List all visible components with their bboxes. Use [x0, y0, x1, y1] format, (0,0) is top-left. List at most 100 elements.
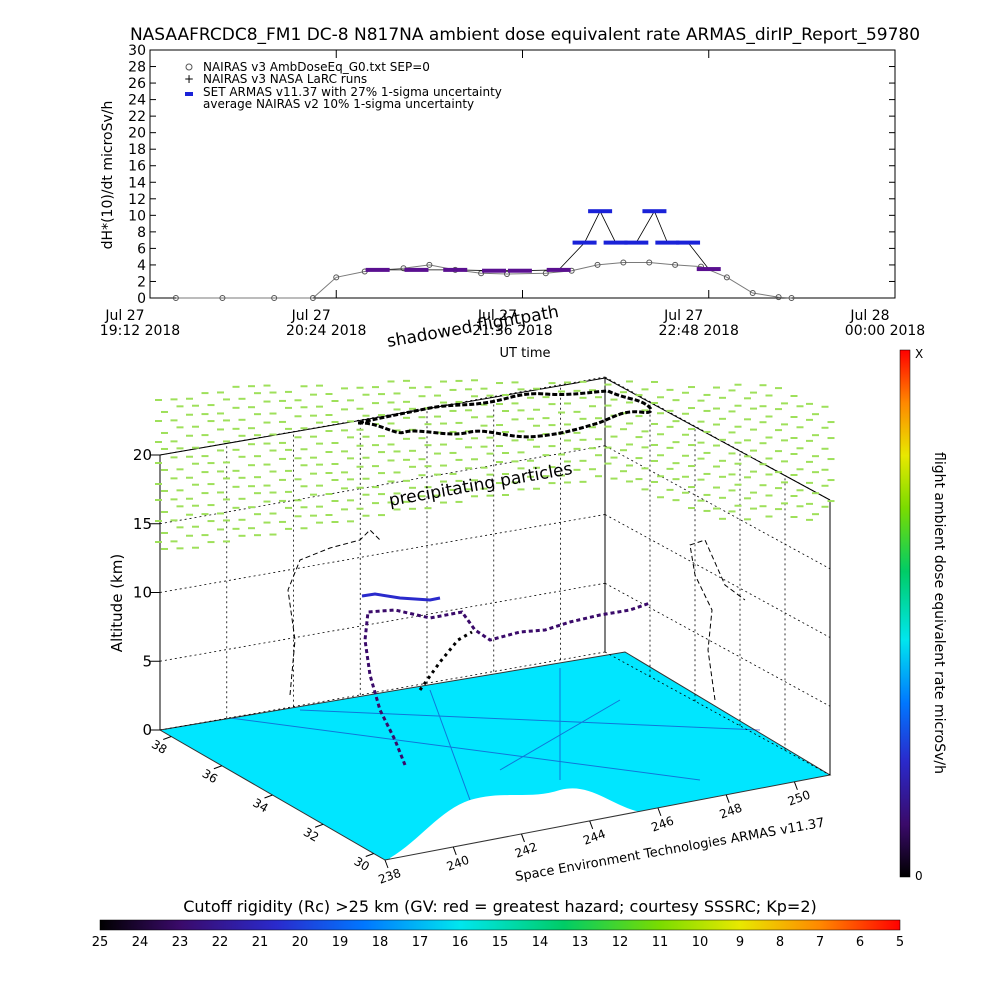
top-x-tick-time: 20:24 2018: [286, 323, 366, 339]
gridline-left-wall: [159, 651, 606, 731]
point-nairas-v3: [333, 274, 340, 281]
top-y-tick-label: 10: [128, 208, 146, 224]
point-armas: [546, 267, 571, 272]
coastline: [390, 775, 830, 862]
longitude-tick-label: 240: [445, 853, 471, 874]
latitude-tick: [314, 823, 324, 828]
top-y-tick-label: 26: [128, 76, 146, 92]
bottom-colorbar-tick-label: 14: [532, 935, 549, 950]
bottom-colorbar-tick-label: 8: [776, 935, 784, 950]
bottom-colorbar-ticks: 25 24 23 22 21 20 19 18 17 16 15 14 13 12 11 10 9 8 7 6 5: [92, 935, 904, 950]
point-armas: [696, 267, 721, 272]
bottom-colorbar-tick-label: 22: [212, 935, 229, 950]
map-lines: [229, 668, 761, 801]
point-nairas-v3: [542, 270, 549, 277]
figure-title: NASAAFRCDC8_FM1 DC-8 N817NA ambient dose…: [130, 25, 920, 45]
top-x-tick-date: Jul 27: [663, 308, 703, 324]
longitude-tick-label: 250: [786, 788, 812, 809]
top-x-tick-date: Jul 28: [849, 308, 889, 324]
point-nairas-v3: [271, 295, 278, 301]
point-nairas-v3: [788, 295, 795, 301]
bottom-colorbar-tick-label: 25: [92, 935, 109, 950]
point-armas: [404, 267, 429, 272]
right-colorbar: X 0 flight ambient dose equivalent rate …: [899, 347, 947, 883]
point-nairas-v3: [723, 274, 730, 281]
point-nairas-v3: [672, 261, 679, 268]
right-colorbar-bottom-label: 0: [915, 869, 923, 883]
legend-entry-nasa-larc: NAIRAS v3 NASA LaRC runs: [203, 72, 367, 86]
latitude-tick: [264, 794, 273, 799]
bottom-colorbar-tick-label: 19: [332, 935, 349, 950]
point-nairas-v3: [594, 261, 601, 268]
top-y-tick-label: 22: [128, 109, 146, 125]
latitude-tick-label: 32: [301, 825, 321, 845]
bottom-colorbar-tick-label: 11: [652, 935, 669, 950]
point-armas: [365, 267, 390, 272]
legend: NAIRAS v3 AmbDoseEq_G0.txt SEP=0 + NAIRA…: [184, 60, 502, 111]
point-armas: [588, 209, 613, 214]
top-x-tick-date: Jul 27: [291, 308, 331, 324]
wall-projection-right: [689, 539, 746, 701]
top-y-axis-label: dH*(10)/dt microSv/h: [100, 101, 116, 250]
altitude-tick-label: 20: [133, 446, 152, 464]
point-nairas-v3: [219, 295, 226, 301]
three-d-scene: 0 5 10 15 20 38 36 34 32 30 238 240 242 244 246 248 25…: [108, 302, 835, 887]
altitude-tick-label: 0: [142, 721, 152, 739]
top-x-tick-time: 00:00 2018: [845, 323, 925, 339]
longitude-tick: [589, 820, 594, 830]
latitude-tick-label: 30: [352, 854, 372, 874]
precipitation-marks: [155, 379, 835, 550]
top-series: [172, 209, 795, 301]
point-armas: [676, 240, 701, 245]
top-x-tick-time: 22:48 2018: [659, 323, 739, 339]
bottom-colorbar-tick-label: 12: [612, 935, 629, 950]
point-nairas-v3: [749, 290, 756, 297]
point-armas: [642, 209, 667, 214]
gridline-left-wall: [159, 514, 606, 593]
top-y-tick-label: 30: [128, 43, 146, 59]
top-y-tick-label: 8: [137, 225, 146, 241]
point-nairas-v3: [646, 259, 653, 266]
bottom-colorbar-tick-label: 6: [856, 935, 864, 950]
right-colorbar-gradient: [899, 349, 911, 878]
point-armas: [572, 240, 597, 245]
top-y-tick-label: 20: [128, 126, 146, 142]
top-x-axis-label: UT time: [500, 346, 551, 361]
longitude-tick: [452, 846, 457, 856]
latitude-tick-label: 34: [250, 796, 270, 816]
bottom-colorbar-tick-label: 9: [736, 935, 744, 950]
bottom-colorbar-tick-label: 24: [132, 935, 149, 950]
latitude-tick-label: 38: [149, 737, 169, 757]
bottom-colorbar-tick-label: 21: [252, 935, 269, 950]
bottom-colorbar-gradient: [99, 919, 901, 931]
wall-projection-left: [287, 529, 381, 696]
point-nairas-v3: [620, 259, 627, 266]
map-floor: [160, 652, 830, 860]
longitude-tick-label: 244: [581, 827, 607, 848]
gridline-right-wall: [604, 514, 831, 638]
point-armas: [443, 267, 468, 272]
altitude-gridlines: [159, 376, 831, 776]
point-nairas-v3: [309, 295, 316, 301]
legend-entry-armas: SET ARMAS v11.37 with 27% 1-sigma uncert…: [203, 85, 502, 99]
top-x-tick-date: Jul 27: [477, 308, 517, 324]
point-armas: [655, 240, 680, 245]
latitude-tick-label: 36: [200, 766, 220, 786]
top-y-tick-label: 14: [128, 175, 146, 191]
longitude-tick: [384, 859, 389, 869]
shadowed-flightpath: [357, 389, 653, 439]
bottom-colorbar-tick-label: 7: [816, 935, 824, 950]
longitude-tick: [520, 833, 525, 843]
altitude-tick-label: 10: [133, 584, 152, 602]
bottom-colorbar-title: Cutoff rigidity (Rc) >25 km (GV: red = g…: [183, 897, 817, 916]
top-y-tick-label: 16: [128, 159, 146, 175]
right-colorbar-title: flight ambient dose equivalent rate micr…: [931, 452, 947, 774]
top-y-tick-label: 28: [128, 60, 146, 76]
bottom-colorbar-tick-label: 18: [372, 935, 389, 950]
bottom-colorbar-tick-label: 13: [572, 935, 589, 950]
legend-entry-nairas-v3: NAIRAS v3 AmbDoseEq_G0.txt SEP=0: [203, 60, 430, 74]
top-x-tick-time: 21:36 2018: [472, 323, 552, 339]
